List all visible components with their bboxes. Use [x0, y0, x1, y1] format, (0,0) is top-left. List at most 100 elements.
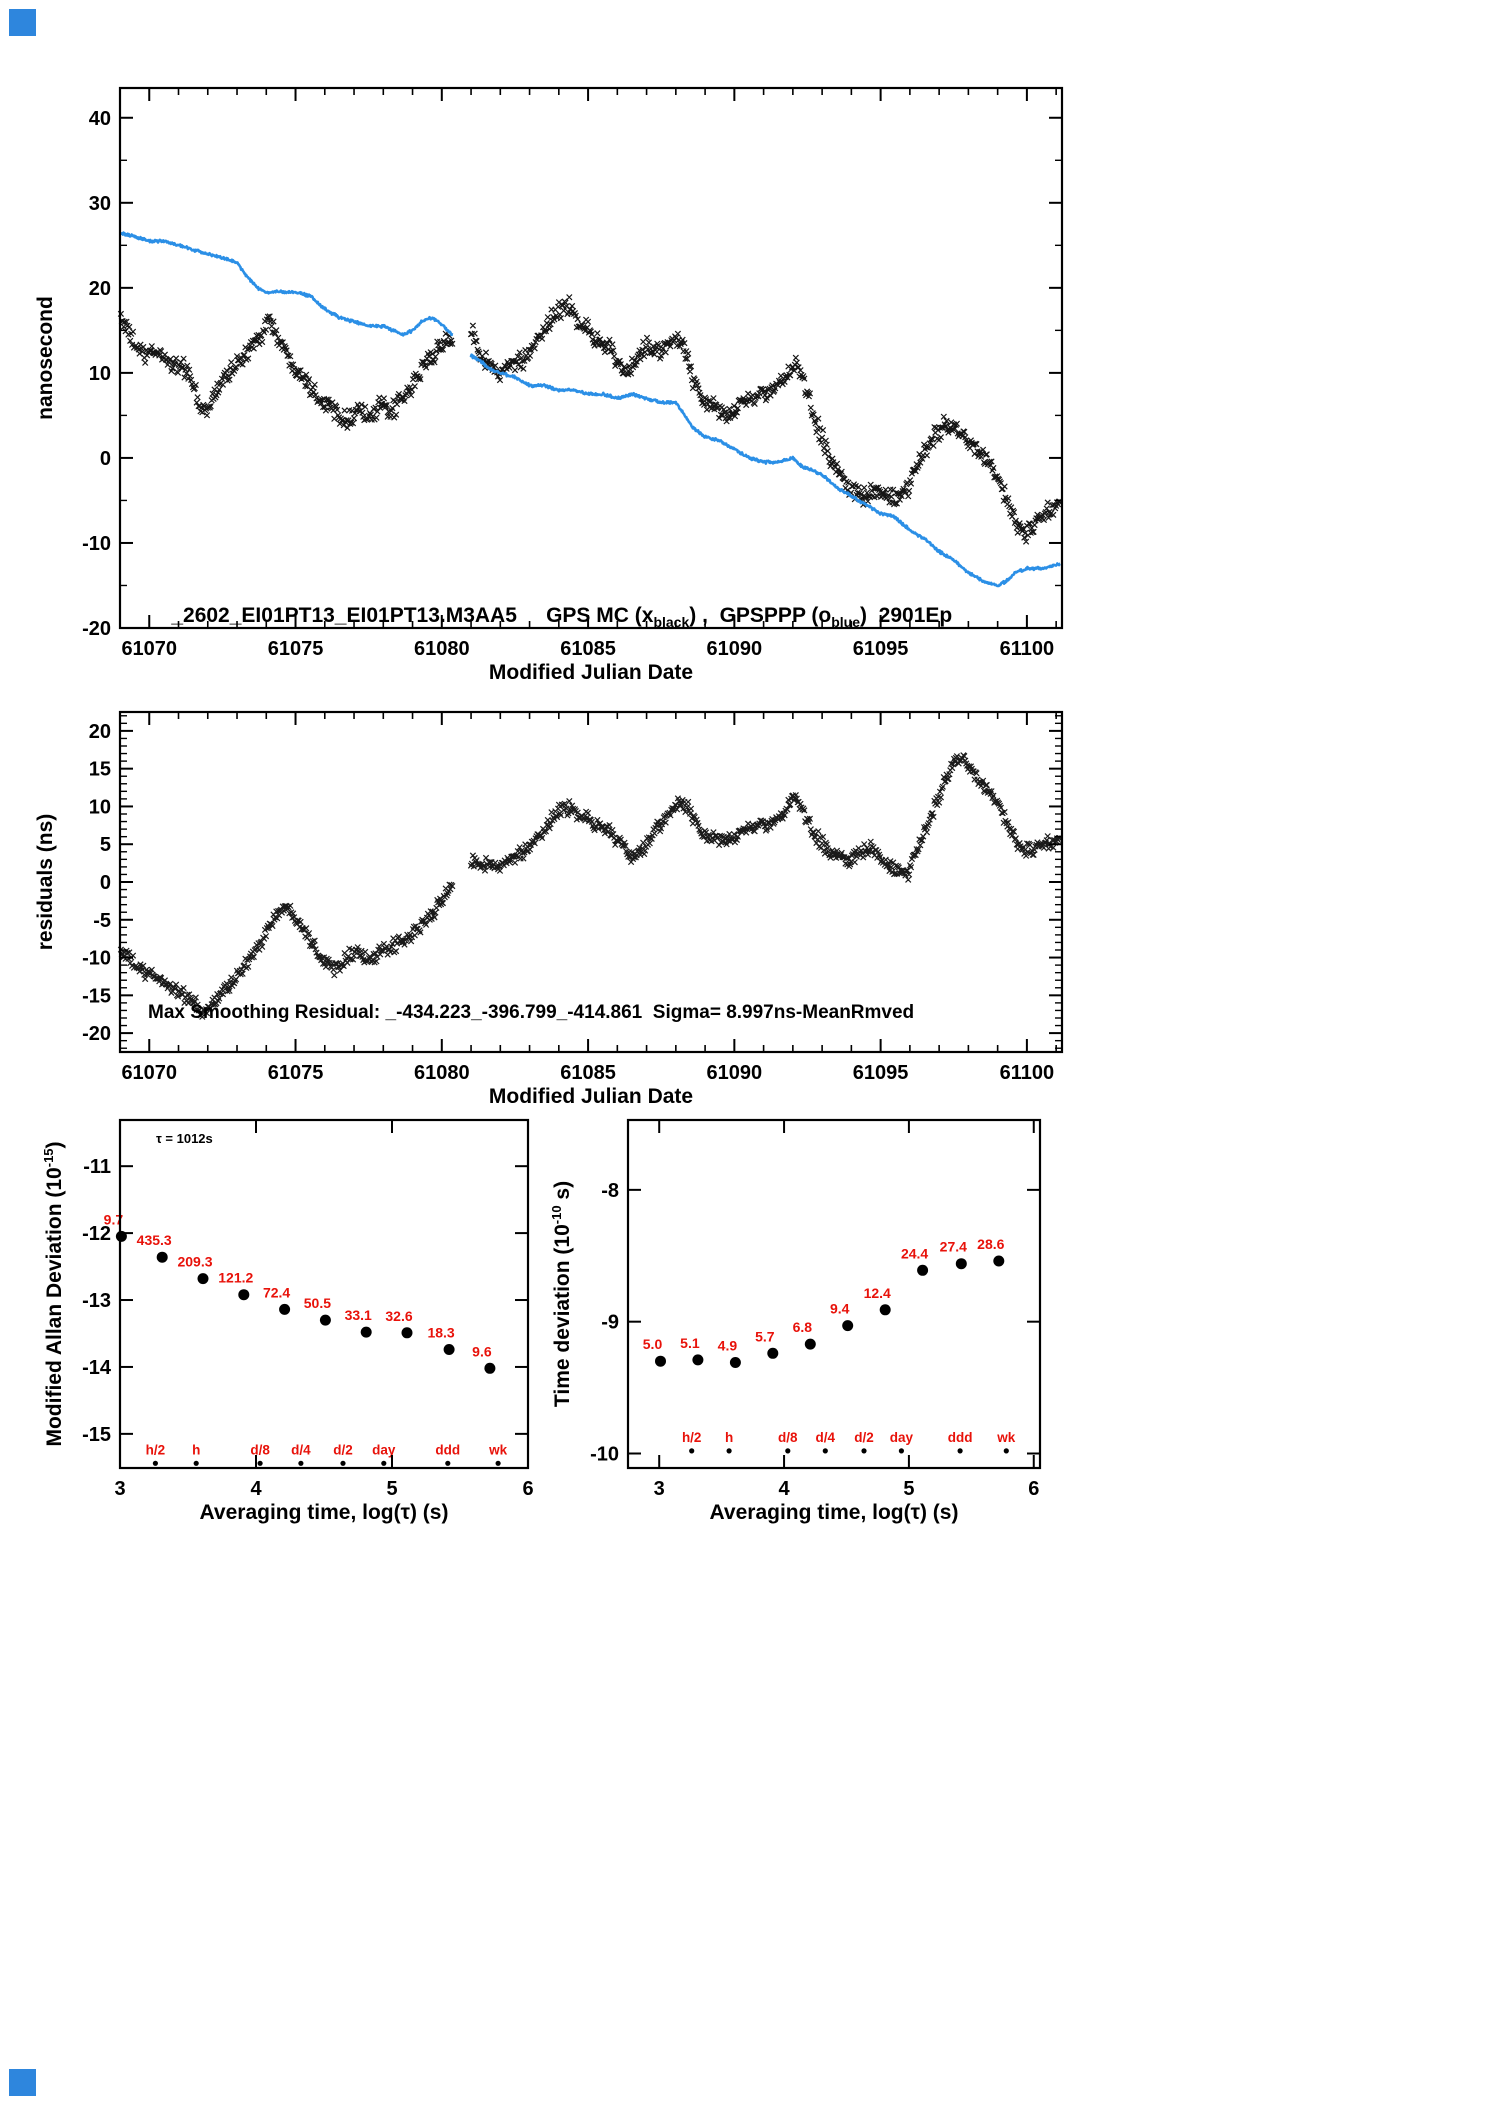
- y-tick-label: 10: [89, 363, 111, 385]
- y-tick-label: -10: [82, 533, 111, 555]
- x-tick-label: 61085: [560, 1062, 616, 1084]
- tau-label: d/2: [854, 1430, 874, 1445]
- y-axis-label-tdev-text: Time deviation (10: [551, 1224, 574, 1408]
- tau-label: d/4: [816, 1430, 836, 1445]
- point-value-label: 209.3: [177, 1254, 212, 1270]
- plot-frame: [626, 1118, 1042, 1470]
- x-axis-label-mjd-middle: Modified Julian Date: [488, 1085, 694, 1108]
- data-point: [238, 1289, 250, 1301]
- data-point: [360, 1326, 372, 1338]
- y-tick-label: -20: [82, 1023, 111, 1045]
- y-axis-label-tdev-exponent: -10: [549, 1205, 564, 1225]
- x-tick-label: 61100: [1000, 638, 1055, 660]
- x-tick-label: 61070: [121, 638, 177, 660]
- corner-marker-bottom-left: [9, 2069, 36, 2096]
- data-point: [655, 1355, 666, 1367]
- tau-dot: [785, 1448, 791, 1454]
- tau-dot: [689, 1448, 695, 1454]
- data-point: [842, 1320, 854, 1332]
- x-axis-label-averaging-time-right: Averaging time, log(τ) (s): [709, 1501, 959, 1524]
- point-value-label: 9.7: [104, 1211, 124, 1227]
- tau-label: h/2: [146, 1442, 166, 1457]
- y-tick-label: -8: [601, 1180, 619, 1202]
- dataset-id: _2602_EI01PT13_EI01PT13.M3AA5: [171, 604, 517, 627]
- data-point: [917, 1264, 929, 1276]
- point-value-label: 5.0: [643, 1336, 663, 1352]
- tau-label: h: [725, 1430, 733, 1445]
- tau-label: day: [890, 1430, 914, 1445]
- series-legend: _2602_EI01PT13_EI01PT13.M3AA5 GPS MC (xb…: [148, 580, 952, 654]
- data-point: [156, 1251, 168, 1263]
- x-tick-label: 61090: [707, 638, 763, 660]
- point-value-label: 50.5: [304, 1295, 331, 1311]
- tau-label: ddd: [948, 1430, 973, 1445]
- data-point: [879, 1304, 891, 1316]
- point-value-label: 6.8: [793, 1319, 813, 1335]
- x-tick-label: 61100: [1000, 1062, 1055, 1084]
- x-axis-label-mjd-top: Modified Julian Date: [488, 661, 694, 684]
- point-value-label: 24.4: [901, 1245, 928, 1261]
- data-point: [804, 1338, 816, 1350]
- point-value-label: 435.3: [137, 1232, 172, 1248]
- legend-series2-subscript: blue: [831, 614, 861, 631]
- y-tick-label: 30: [89, 193, 111, 215]
- x-tick-label: 5: [386, 1478, 397, 1500]
- chart-gps-time-comparison: 61070 61075 61080 61085 61090 61095 61100 -20 -1…: [82, 86, 1064, 660]
- y-tick-label: -14: [82, 1357, 112, 1379]
- y-tick-label: 20: [89, 721, 111, 743]
- x-tick-label: 6: [522, 1478, 533, 1500]
- point-value-label: 28.6: [977, 1236, 1004, 1252]
- y-tick-label: 0: [100, 872, 111, 894]
- scatter-series-residuals: [117, 752, 1063, 1020]
- tau-dot: [298, 1460, 304, 1466]
- tau-label: d/4: [291, 1442, 311, 1457]
- point-value-label: 72.4: [263, 1284, 290, 1300]
- x-tick-label: 61075: [268, 638, 324, 660]
- scatter-series-gps-mc: [117, 294, 1063, 545]
- tau-label: d/8: [250, 1442, 270, 1457]
- y-tick-label: -5: [93, 910, 111, 932]
- y-tick-label: -10: [82, 948, 111, 970]
- chart-modified-allan-deviation: 9.7 435.3 209.3 121.2 72.4 50.5 33.1 32.6 18.3 9.…: [82, 1118, 534, 1500]
- tau-label: d/8: [778, 1430, 798, 1445]
- tau-label: h/2: [682, 1430, 702, 1445]
- plot-frame: [118, 710, 1064, 1054]
- y-tick-label: 10: [89, 796, 111, 818]
- y-tick-label: -10: [590, 1444, 619, 1466]
- y-tick-label: 20: [89, 278, 111, 300]
- tau-label: day: [372, 1442, 396, 1457]
- tau-dot: [193, 1460, 199, 1466]
- point-value-label: 32.6: [385, 1308, 412, 1324]
- tau-label: ddd: [435, 1442, 460, 1457]
- tau-dot: [495, 1460, 501, 1466]
- tau-label: wk: [996, 1430, 1016, 1445]
- x-tick-label: 61075: [268, 1062, 324, 1084]
- x-tick-label: 3: [654, 1478, 665, 1500]
- tau-dot: [822, 1448, 828, 1454]
- chart-residuals: 61070 61075 61080 61085 61090 61095 61100 -20 -1…: [82, 710, 1064, 1084]
- point-value-label: 5.1: [680, 1335, 700, 1351]
- plot-frame: [118, 1118, 530, 1470]
- y-axis-label-residuals: residuals (ns): [34, 813, 57, 951]
- x-tick-label: 61070: [121, 1062, 177, 1084]
- tau-dot: [861, 1448, 867, 1454]
- data-point: [279, 1303, 291, 1315]
- tau-dot: [257, 1460, 263, 1466]
- x-tick-label: 3: [114, 1478, 125, 1500]
- data-point: [993, 1255, 1005, 1267]
- point-value-label: 18.3: [427, 1325, 454, 1341]
- tau-label: d/2: [333, 1442, 353, 1457]
- tau-dot: [152, 1460, 158, 1466]
- tau-dot: [445, 1460, 451, 1466]
- y-tick-label: -13: [82, 1290, 111, 1312]
- line-series-gpsppp: [119, 231, 1061, 588]
- y-axis-label-tdev: Time deviation (10-10 s): [549, 1181, 575, 1407]
- y-axis-label-nanosecond: nanosecond: [34, 296, 57, 420]
- tau-dot: [898, 1448, 905, 1454]
- y-tick-label: 0: [100, 448, 111, 470]
- tau-dot: [381, 1460, 387, 1466]
- y-tick-label: 15: [89, 759, 111, 781]
- data-point: [319, 1314, 331, 1326]
- corner-marker-top-left: [9, 9, 36, 36]
- tau-label: wk: [488, 1442, 508, 1457]
